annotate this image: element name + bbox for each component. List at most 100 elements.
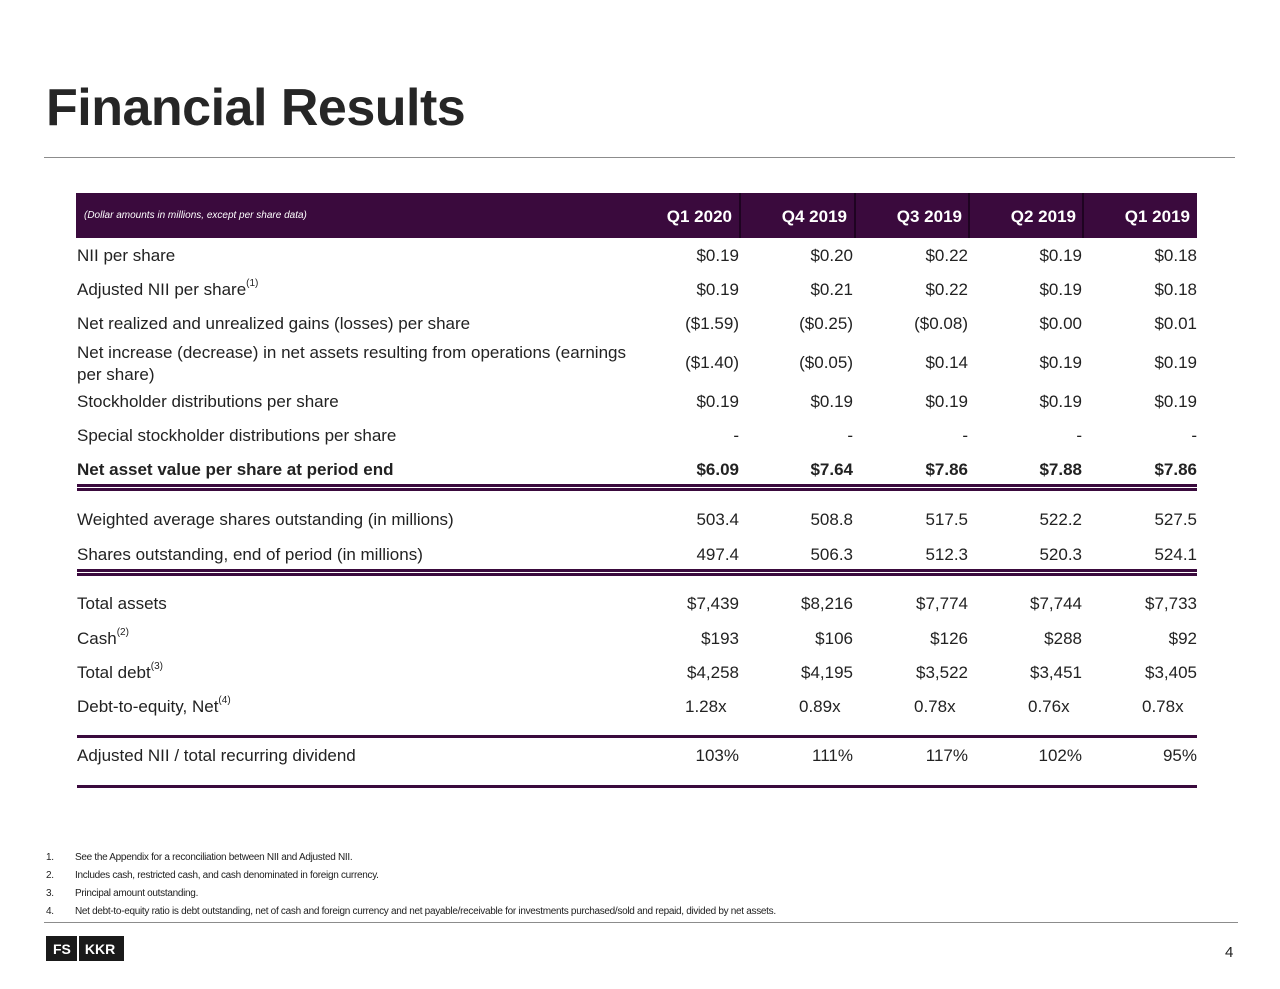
- cell-q1-2019: $0.19: [1154, 353, 1197, 372]
- cell-q4-2019: $106: [815, 629, 853, 648]
- footnote-item: 3. Principal amount outstanding.: [46, 888, 199, 899]
- section-divider: [77, 484, 1197, 491]
- cell-q3-2019: $7,774: [916, 594, 968, 613]
- cell-q4-2019: $0.20: [810, 246, 853, 265]
- cell-q1-2019: $7,733: [1145, 594, 1197, 613]
- header-divider: [854, 193, 856, 238]
- cell-q2-2019: $0.19: [1039, 392, 1082, 411]
- cell-q4-2019: $8,216: [801, 594, 853, 613]
- cell-q1-2019: $0.18: [1154, 280, 1197, 299]
- cell-q4-2019: 0.89x: [799, 697, 841, 716]
- cell-q2-2019: $7,744: [1030, 594, 1082, 613]
- cell-q1-2020: $4,258: [687, 663, 739, 682]
- cell-q4-2019: -: [847, 426, 853, 445]
- section-divider: [77, 735, 1197, 738]
- footnote-ref: (2): [116, 627, 129, 639]
- row-label: Shares outstanding, end of period (in mi…: [77, 545, 423, 564]
- cell-q1-2020: ($1.59): [685, 314, 739, 333]
- row-label: Debt-to-equity, Net(4): [77, 695, 231, 716]
- cell-q3-2019: $0.19: [925, 392, 968, 411]
- cell-q1-2019: $92: [1168, 629, 1197, 648]
- cell-q1-2020: $0.19: [696, 392, 739, 411]
- footnote-ref: (4): [218, 695, 231, 707]
- cell-q4-2019: ($0.25): [799, 314, 853, 333]
- cell-q1-2020: $7,439: [687, 594, 739, 613]
- cell-q2-2019: $0.19: [1039, 246, 1082, 265]
- table-header: (Dollar amounts in millions, except per …: [76, 193, 1197, 238]
- cell-q1-2019: $3,405: [1145, 663, 1197, 682]
- cell-q3-2019: 0.78x: [914, 697, 956, 716]
- cell-q4-2019: ($0.05): [799, 353, 853, 372]
- cell-q1-2019: $0.19: [1154, 392, 1197, 411]
- logo-kkr-text: KKR: [84, 940, 116, 957]
- cell-q1-2019: $0.01: [1154, 314, 1197, 333]
- column-header-q3-2019: Q3 2019: [896, 207, 962, 226]
- title-divider: [44, 157, 1235, 158]
- logo-fs-text: FS: [53, 940, 71, 957]
- cell-q3-2019: 512.3: [925, 545, 968, 564]
- cell-q1-2019: 527.5: [1154, 510, 1197, 529]
- cell-q1-2020: $193: [701, 629, 739, 648]
- cell-q2-2019: $7.88: [1039, 460, 1082, 479]
- cell-q2-2019: 102%: [1038, 746, 1082, 765]
- cell-q1-2020: 103%: [695, 746, 739, 765]
- cell-q1-2020: ($1.40): [685, 353, 739, 372]
- table-units-note: (Dollar amounts in millions, except per …: [84, 210, 307, 221]
- row-label: Net increase (decrease) in net assets re…: [77, 343, 626, 384]
- cell-q2-2019: 522.2: [1039, 510, 1082, 529]
- cell-q2-2019: $0.19: [1039, 280, 1082, 299]
- cell-q1-2019: $7.86: [1154, 460, 1197, 479]
- cell-q2-2019: 520.3: [1039, 545, 1082, 564]
- cell-q1-2019: 95%: [1162, 746, 1197, 765]
- row-label: Cash(2): [77, 627, 129, 648]
- cell-q1-2019: -: [1191, 426, 1197, 445]
- cell-q3-2019: $3,522: [916, 663, 968, 682]
- cell-q1-2020: $6.09: [696, 460, 739, 479]
- cell-q4-2019: $7.64: [810, 460, 853, 479]
- cell-q2-2019: $0.19: [1039, 353, 1082, 372]
- cell-q1-2020: -: [733, 426, 739, 445]
- cell-q1-2019: 524.1: [1154, 545, 1197, 564]
- column-header-q1-2019: Q1 2019: [1124, 207, 1190, 226]
- cell-q1-2020: 1.28x: [685, 697, 727, 716]
- cell-q3-2019: $0.22: [925, 246, 968, 265]
- footnote-item: 4. Net debt-to-equity ratio is debt outst…: [46, 906, 776, 917]
- row-label: Total assets: [77, 594, 167, 613]
- cell-q3-2019: 117%: [925, 746, 968, 765]
- row-label: Adjusted NII per share(1): [77, 278, 259, 299]
- cell-q3-2019: $0.22: [925, 280, 968, 299]
- row-label: Adjusted NII / total recurring dividend: [77, 746, 356, 765]
- footnote-item: 2. Includes cash, restricted cash, and ca…: [46, 870, 379, 881]
- header-divider: [1082, 193, 1084, 238]
- column-header-q4-2019: Q4 2019: [781, 207, 847, 226]
- cell-q2-2019: 0.76x: [1028, 697, 1070, 716]
- column-header-q1-2020: Q1 2020: [666, 207, 732, 226]
- footer-divider: [44, 922, 1238, 923]
- row-label: Special stockholder distributions per sh…: [77, 426, 397, 445]
- row-label: Weighted average shares outstanding (in …: [77, 510, 454, 529]
- cell-q2-2019: $3,451: [1030, 663, 1082, 682]
- cell-q3-2019: 517.5: [925, 510, 968, 529]
- footnote-item: 1. See the Appendix for a reconciliation …: [46, 852, 353, 863]
- column-header-q2-2019: Q2 2019: [1010, 207, 1076, 226]
- cell-q1-2019: $0.18: [1154, 246, 1197, 265]
- cell-q1-2020: 503.4: [696, 510, 739, 529]
- section-divider: [77, 569, 1197, 576]
- cell-q4-2019: 506.3: [810, 545, 853, 564]
- cell-q4-2019: $0.19: [810, 392, 853, 411]
- logo-divider: [76, 936, 79, 961]
- row-label: Net asset value per share at period end: [77, 460, 394, 479]
- cell-q3-2019: ($0.08): [914, 314, 968, 333]
- table-bottom-rule: [77, 785, 1197, 788]
- footnote-ref: (3): [150, 661, 163, 673]
- cell-q3-2019: $0.14: [925, 353, 968, 372]
- cell-q2-2019: -: [1076, 426, 1082, 445]
- cell-q3-2019: $7.86: [925, 460, 968, 479]
- cell-q1-2020: 497.4: [696, 545, 739, 564]
- cell-q1-2020: $0.19: [696, 246, 739, 265]
- table-row-earnings-per-share: Net increase (decrease) in net assets re…: [77, 342, 1197, 386]
- cell-q4-2019: $4,195: [801, 663, 853, 682]
- cell-q3-2019: -: [962, 426, 968, 445]
- cell-q2-2019: $288: [1044, 629, 1082, 648]
- row-label: NII per share: [77, 246, 176, 265]
